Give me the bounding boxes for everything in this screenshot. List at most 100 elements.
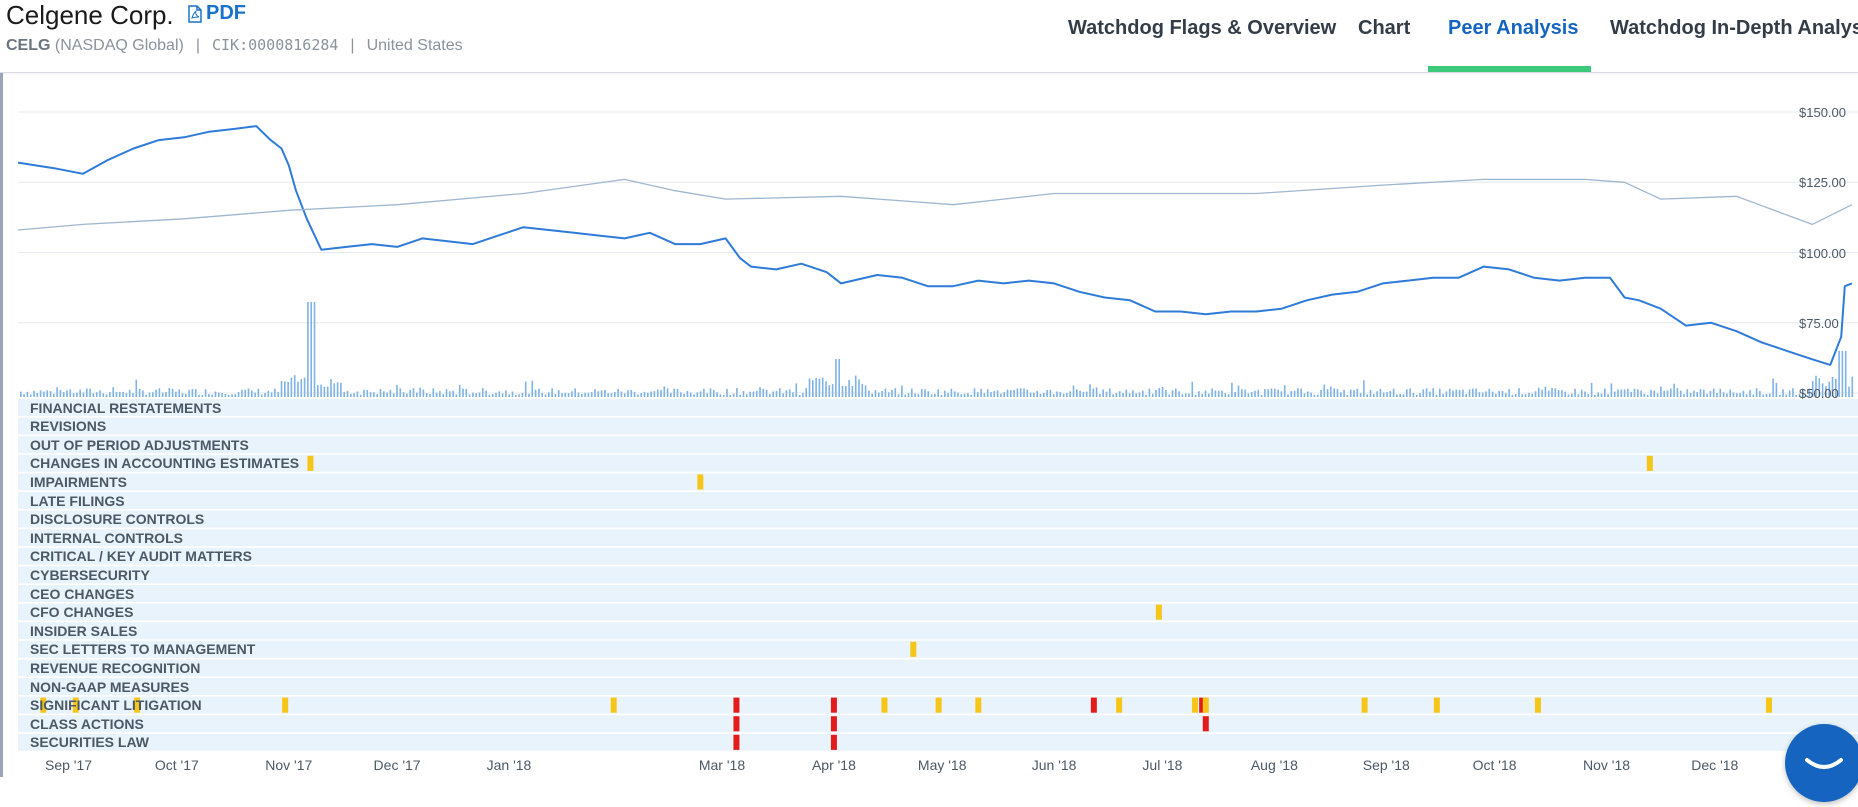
volume-bar <box>1006 389 1009 397</box>
tab-chart[interactable]: Chart <box>1358 17 1411 39</box>
stock-chart[interactable] <box>0 0 1858 777</box>
volume-bar <box>604 389 606 397</box>
volume-bar <box>1125 389 1128 397</box>
volume-bar <box>214 391 217 397</box>
volume-bar <box>1274 388 1276 397</box>
volume-bar <box>1237 385 1240 397</box>
volume-bar <box>1432 388 1434 397</box>
volume-bar <box>1802 389 1804 397</box>
volume-bar <box>1699 389 1702 397</box>
x-tick-label: Sep '18 <box>1362 757 1410 773</box>
volume-bar <box>1112 394 1114 397</box>
tab-watchdog-flags-overview[interactable]: Watchdog Flags & Overview <box>1068 17 1337 39</box>
x-tick-label: Dec '18 <box>1691 757 1739 773</box>
volume-bar <box>449 391 451 397</box>
company-title: Celgene Corp. <box>6 0 174 30</box>
volume-bar <box>1250 392 1253 397</box>
flag-marker <box>1191 697 1198 713</box>
volume-bar <box>1412 392 1415 397</box>
volume-bar <box>1320 389 1322 397</box>
volume-bar <box>1511 394 1514 397</box>
volume-bar <box>561 393 563 397</box>
volume-bar <box>1604 388 1606 397</box>
tab-watchdog-in-depth-analysis[interactable]: Watchdog In-Depth Analysis <box>1610 17 1858 39</box>
volume-bar <box>1448 388 1451 397</box>
volume-bar <box>1145 394 1147 397</box>
chat-launcher-button[interactable] <box>1785 724 1858 802</box>
volume-bar <box>53 393 55 397</box>
volume-bar <box>43 391 45 397</box>
peer-line <box>17 178 1853 231</box>
flag-row-band <box>18 547 1858 565</box>
volume-bar <box>980 388 982 397</box>
volume-bar <box>1788 390 1791 397</box>
volume-bar <box>1267 389 1269 397</box>
volume-bar <box>1010 390 1012 397</box>
volume-bar <box>881 390 883 397</box>
flag-label: LATE FILINGS <box>30 492 125 509</box>
volume-bar <box>970 394 972 397</box>
volume-bar <box>33 390 35 397</box>
volume-bar <box>435 392 438 397</box>
volume-bar <box>1082 391 1085 397</box>
volume-bar <box>307 302 309 397</box>
volume-bar <box>782 393 784 397</box>
volume-bar <box>1151 393 1154 397</box>
volume-bar <box>1458 389 1461 397</box>
flag-marker <box>830 734 837 750</box>
volume-bar <box>643 391 646 397</box>
volume-bar <box>1323 384 1326 397</box>
volume-bar <box>749 391 751 397</box>
volume-bar <box>689 392 692 397</box>
volume-bar <box>482 388 484 397</box>
volume-bar <box>1105 391 1108 397</box>
volume-bar <box>333 383 336 397</box>
volume-bar <box>1475 388 1477 397</box>
x-tick-label: Sep '17 <box>45 757 93 773</box>
volume-bar <box>1775 382 1778 397</box>
volume-bar <box>1340 392 1342 397</box>
flag-row-band <box>18 566 1858 584</box>
tab-peer-analysis[interactable]: Peer Analysis <box>1448 17 1579 39</box>
volume-bar <box>1561 390 1563 397</box>
volume-bar <box>178 389 180 397</box>
volume-bar <box>1518 388 1520 397</box>
flag-row-band <box>18 417 1858 435</box>
volume-bar <box>152 392 154 397</box>
country: United States <box>366 37 463 54</box>
volume-bar <box>1620 389 1623 397</box>
volume-bar <box>1254 390 1256 397</box>
volume-bar <box>1785 394 1788 397</box>
volume-bar <box>1257 389 1260 397</box>
volume-bar <box>1594 394 1596 397</box>
volume-bar <box>1326 389 1329 397</box>
volume-bar <box>1241 389 1243 397</box>
volume-bar <box>1795 394 1797 397</box>
volume-bar <box>911 388 913 397</box>
volume-bar <box>1033 392 1035 397</box>
volume-bar <box>571 391 573 397</box>
volume-bar <box>1452 390 1454 397</box>
volume-bar <box>1003 392 1005 397</box>
volume-bar <box>841 385 844 397</box>
volume-bar <box>49 391 52 397</box>
volume-bar <box>119 391 121 397</box>
volume-bar <box>1194 394 1197 397</box>
flag-marker <box>282 697 289 713</box>
volume-bar <box>1188 393 1190 397</box>
volume-bar <box>1597 392 1599 397</box>
pdf-link[interactable]: PDF <box>188 2 246 25</box>
volume-bar <box>686 390 689 397</box>
volume-bar <box>703 388 705 397</box>
volume-bar <box>1247 393 1250 397</box>
volume-bar <box>1643 393 1646 397</box>
volume-bar <box>1600 393 1603 397</box>
volume-bar <box>1505 393 1507 397</box>
volume-bar <box>1607 394 1609 397</box>
volume-bar <box>934 393 936 397</box>
volume-bar <box>323 386 326 397</box>
volume-bar <box>1310 392 1312 397</box>
volume-bar <box>1439 388 1441 397</box>
volume-bar <box>1508 389 1510 397</box>
volume-bar <box>1382 392 1385 397</box>
